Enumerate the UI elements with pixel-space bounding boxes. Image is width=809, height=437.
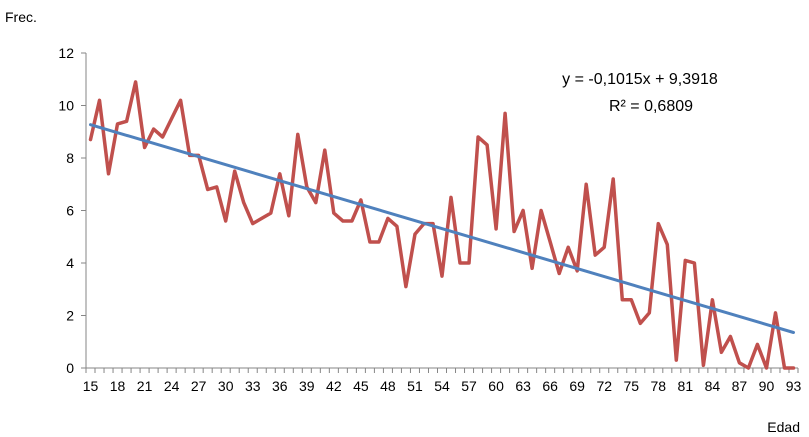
y-tick-label: 12 [58,45,74,61]
x-tick-label: 24 [164,378,180,394]
x-tick-label: 54 [434,378,450,394]
x-tick-label: 48 [380,378,396,394]
x-tick-label: 66 [542,378,558,394]
trendline-equation: y = -0,1015x + 9,3918 [562,71,718,88]
x-tick-label: 18 [110,378,126,394]
x-tick-label: 36 [272,378,288,394]
x-tick-label: 57 [461,378,477,394]
x-tick-label: 78 [651,378,667,394]
plot-series [91,82,794,368]
trendline-r-squared: R² = 0,6809 [609,98,693,115]
x-tick-label: 93 [786,378,802,394]
y-tick-label: 10 [58,98,74,114]
x-tick-label: 81 [678,378,694,394]
x-axis: 15 18 21 24 27 30 33 36 39 42 45 48 51 54 57 60 63 66 69 72… [83,368,802,394]
y-axis: 0 2 4 6 8 10 12 [58,45,86,376]
x-tick-label: 87 [732,378,748,394]
trendline [91,125,794,333]
x-tick-label: 42 [326,378,342,394]
x-tick-label: 69 [569,378,585,394]
x-tick-label: 51 [407,378,423,394]
x-tick-label: 84 [705,378,721,394]
y-tick-label: 0 [66,360,74,376]
y-tick-label: 8 [66,150,74,166]
y-tick-label: 6 [66,203,74,219]
x-tick-label: 30 [218,378,234,394]
x-axis-title: Edad [767,419,800,435]
x-tick-label: 39 [299,378,315,394]
x-tick-label: 63 [515,378,531,394]
y-axis-title: Frec. [5,9,37,25]
x-tick-label: 15 [83,378,99,394]
x-tick-label: 72 [596,378,612,394]
y-tick-label: 2 [66,308,74,324]
x-tick-label: 27 [191,378,207,394]
x-tick-label: 60 [488,378,504,394]
x-tick-label: 75 [623,378,639,394]
y-tick-label: 4 [66,255,74,271]
x-tick-label: 21 [137,378,153,394]
x-tick-label: 90 [759,378,775,394]
series-line-frec [91,82,794,368]
x-tick-label: 33 [245,378,261,394]
x-tick-label: 45 [353,378,369,394]
